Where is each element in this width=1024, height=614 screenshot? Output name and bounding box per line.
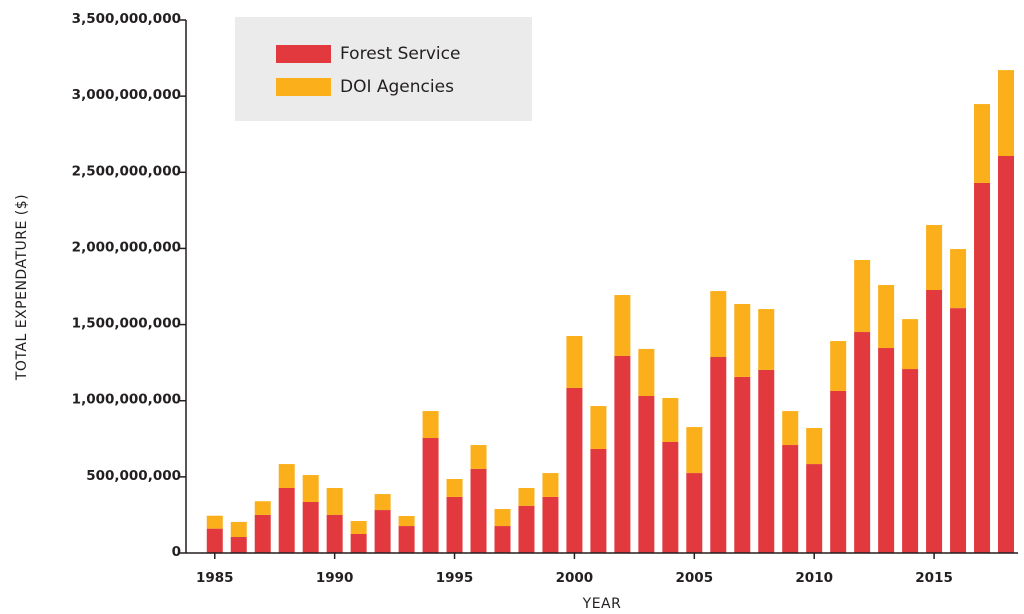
bar-segment [398, 515, 415, 527]
legend-swatch [276, 78, 331, 96]
bar-segment [782, 411, 799, 446]
x-tick-label: 2000 [556, 570, 594, 586]
bar-segment [830, 341, 847, 391]
bar-segment [878, 348, 895, 553]
bar-segment [494, 526, 511, 553]
bar-segment [878, 284, 895, 349]
bar-segment [614, 355, 631, 553]
bar-segment [638, 395, 655, 553]
bar-segment [854, 260, 871, 333]
bar-segment [758, 309, 775, 370]
bar-segment [350, 533, 367, 553]
bar-segment [998, 155, 1015, 553]
bar-segment [302, 475, 319, 502]
bar-segment [830, 390, 847, 553]
bar-segment [902, 369, 919, 553]
bar-segment [278, 464, 295, 488]
y-tick-label: 2,000,000,000 [72, 239, 181, 255]
legend-box [235, 17, 532, 121]
bar-segment [374, 494, 391, 511]
x-tick-label: 1990 [316, 570, 354, 586]
bar-segment [494, 508, 511, 527]
bar-segment [374, 510, 391, 553]
bar-segment [254, 514, 271, 553]
y-tick-label: 3,500,000,000 [72, 11, 181, 27]
bar-segment [710, 357, 727, 553]
x-tick-label: 1995 [436, 570, 474, 586]
bar-segment [206, 515, 223, 529]
bar-segment [614, 295, 631, 356]
bar-segment [806, 427, 823, 465]
bar-segment [542, 473, 559, 497]
x-tick-label: 2010 [795, 570, 833, 586]
y-axis-title: TOTAL EXPENDATURE ($) [14, 194, 30, 381]
bar-segment [902, 319, 919, 370]
bar-segment [734, 304, 751, 377]
bar-segment [254, 501, 271, 515]
bar-segment [206, 528, 223, 553]
y-tick-label: 3,000,000,000 [72, 87, 181, 103]
x-tick-label: 2005 [676, 570, 714, 586]
bar-segment [326, 487, 343, 515]
bar-segment [566, 335, 583, 388]
bar-segment [974, 182, 991, 553]
bar-segment [446, 496, 463, 553]
bar-segment [974, 104, 991, 183]
bar-segment [470, 445, 487, 469]
bar-segment [398, 526, 415, 553]
bar-segment [926, 290, 943, 553]
y-tick-label: 1,000,000,000 [72, 392, 181, 408]
bar-segment [470, 468, 487, 553]
bar-segment [854, 332, 871, 553]
bar-segment [950, 249, 967, 309]
bar-segment [518, 505, 535, 553]
x-axis-title: YEAR [582, 596, 622, 612]
bar-segment [950, 308, 967, 553]
bar-segment [326, 514, 343, 553]
bar-segment [422, 438, 439, 553]
bar-segment [518, 487, 535, 506]
bar-segment [542, 496, 559, 553]
legend-label: DOI Agencies [340, 77, 454, 97]
legend-swatch [276, 45, 331, 63]
bar-segment [734, 376, 751, 553]
x-tick-label: 1985 [196, 570, 234, 586]
x-tick-label: 2015 [915, 570, 953, 586]
bar-segment [446, 478, 463, 497]
bar-segment [302, 501, 319, 553]
bar-segment [806, 464, 823, 553]
bar-segment [926, 224, 943, 291]
bar-segment [350, 521, 367, 534]
bar-segment [998, 70, 1015, 156]
bar-segment [662, 397, 679, 442]
bar-segment [782, 445, 799, 553]
bar-segment [758, 369, 775, 553]
bar-segment [230, 521, 247, 538]
y-tick-label: 0 [172, 544, 181, 560]
y-tick-label: 500,000,000 [86, 468, 181, 484]
y-tick-label: 2,500,000,000 [72, 163, 181, 179]
bar-segment [662, 441, 679, 553]
bar-segment [230, 537, 247, 553]
bar-segment [638, 348, 655, 396]
bar-segment [278, 487, 295, 553]
bar-segment [710, 291, 727, 358]
bar-segment [422, 411, 439, 439]
bar-segment [590, 448, 607, 553]
bar-segment [566, 387, 583, 553]
legend-label: Forest Service [340, 44, 460, 64]
bar-segment [686, 473, 703, 553]
bar-segment [590, 406, 607, 449]
bar-segment [686, 427, 703, 474]
y-tick-label: 1,500,000,000 [72, 316, 181, 332]
